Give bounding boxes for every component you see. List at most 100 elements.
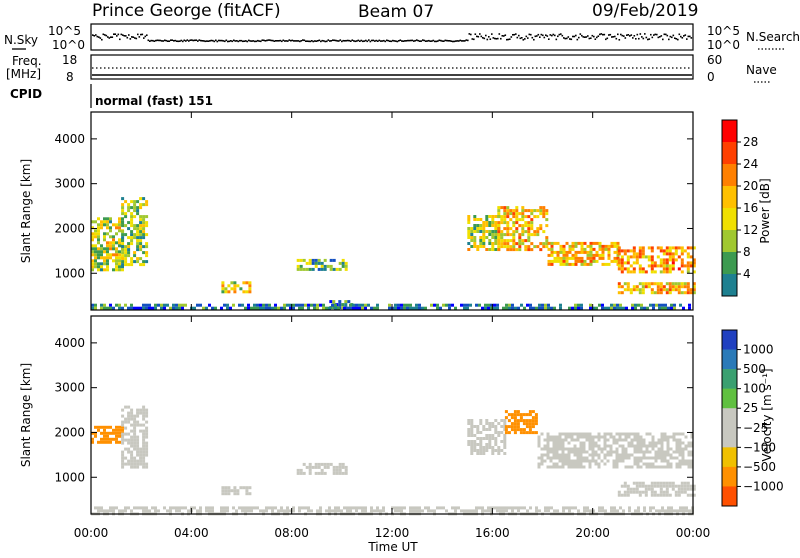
power-data-cell (580, 241, 584, 245)
power-data-cell (475, 303, 478, 307)
vel-data-cell (677, 487, 681, 491)
power-data-cell (355, 303, 358, 307)
power-data-cell (626, 285, 630, 289)
power-data-cell (530, 209, 534, 213)
power-data-cell (635, 285, 639, 289)
vel-data-cell (579, 462, 583, 466)
sky-point (453, 40, 456, 43)
power-data-cell (512, 224, 516, 228)
power-data-cell (626, 267, 630, 271)
power-data-cell (109, 244, 112, 248)
vel-data-cell (112, 428, 115, 432)
vel-data-cell (666, 447, 670, 451)
vel-data-cell (594, 441, 598, 445)
power-data-cell (503, 233, 507, 237)
vel-data-cell (579, 432, 583, 436)
power-data-cell (118, 256, 121, 260)
power-data-cell (488, 242, 492, 245)
sky-point (341, 40, 343, 43)
vel-data-cell (635, 490, 639, 494)
power-data-cell (577, 303, 580, 307)
power-data-cell (130, 206, 134, 210)
power-data-cell (518, 236, 522, 240)
vel-data-cell (154, 506, 157, 510)
sky-point (419, 40, 421, 42)
power-data-cell (656, 285, 660, 289)
vel-data-cell (302, 462, 306, 466)
vel-data-cell (358, 506, 361, 510)
vel-data-cell (507, 419, 511, 423)
power-data-cell (130, 233, 134, 237)
vel-data-cell (546, 453, 550, 457)
vel-data-cell (585, 459, 589, 463)
vel-data-cell (642, 441, 646, 445)
sky-point (515, 33, 517, 35)
vel-data-cell (528, 410, 532, 414)
sky-left-tick-bottom: 10^0 (52, 38, 85, 52)
vel-data-cell (523, 506, 526, 510)
power-data-cell (595, 306, 598, 310)
sky-point (234, 40, 237, 42)
power-data-cell (592, 256, 596, 260)
power-data-cell (542, 245, 546, 249)
power-data-cell (118, 265, 121, 269)
vel-data-cell (475, 509, 478, 513)
power-data-cell (305, 267, 309, 271)
vel-data-cell (298, 506, 301, 510)
vel-data-cell (630, 441, 634, 445)
vel-data-cell (540, 462, 544, 466)
power-data-cell (142, 303, 145, 307)
vel-data-cell (136, 408, 140, 412)
power-data-cell (121, 242, 125, 246)
power-data-cell (142, 203, 146, 207)
vel-data-cell (552, 453, 556, 457)
sky-point (404, 40, 406, 42)
vel-data-cell (555, 453, 559, 457)
power-data-cell (686, 267, 690, 271)
y-tick-label: 3000 (54, 381, 85, 395)
vel-data-cell (476, 449, 480, 452)
power-data-cell (473, 245, 477, 248)
power-data-cell (553, 250, 557, 254)
vel-data-cell (109, 506, 112, 510)
sky-point (99, 37, 102, 39)
sky-point (413, 40, 415, 42)
power-data-cell (491, 224, 495, 227)
vel-data-cell (650, 490, 654, 494)
power-data-cell (100, 306, 103, 310)
power-data-cell (482, 236, 486, 239)
vel-data-cell (550, 506, 553, 510)
power-data-cell (589, 244, 593, 248)
vel-data-cell (528, 425, 532, 429)
sky-point (632, 37, 634, 39)
sky-point (585, 36, 588, 38)
power-data-cell (121, 265, 124, 269)
vel-data-cell (341, 465, 345, 469)
vel-data-cell (651, 462, 655, 466)
power-data-cell (577, 250, 581, 254)
power-data-cell (139, 218, 143, 222)
vel-data-cell (690, 450, 694, 454)
vel-data-cell (570, 450, 574, 454)
sky-point (182, 40, 184, 43)
power-data-cell (652, 306, 655, 310)
vel-data-cell (561, 447, 565, 451)
power-data-cell (497, 245, 501, 249)
vel-data-cell (630, 438, 634, 442)
vel-data-cell (145, 462, 149, 466)
vel-data-cell (610, 509, 613, 513)
vel-data-cell (609, 435, 613, 439)
power-data-cell (142, 230, 146, 234)
power-data-cell (344, 261, 348, 265)
vel-data-cell (133, 429, 137, 433)
power-data-cell (638, 282, 642, 286)
sky-point (567, 36, 570, 38)
vel-data-cell (565, 506, 568, 510)
vel-data-cell (115, 506, 118, 510)
vel-data-cell (648, 450, 652, 454)
vel-data-cell (644, 490, 648, 494)
sky-point (566, 37, 568, 40)
vel-data-cell (163, 506, 166, 510)
vel-data-cell (326, 462, 330, 466)
power-data-cell (668, 285, 672, 289)
